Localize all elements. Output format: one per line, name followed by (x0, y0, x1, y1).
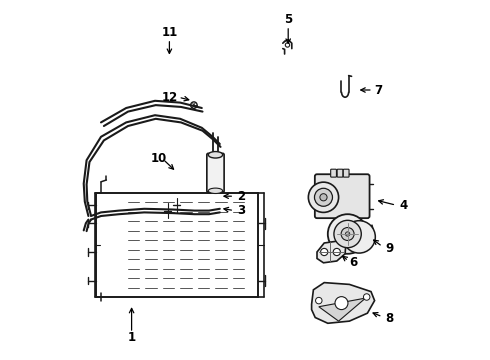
Circle shape (333, 248, 341, 256)
Circle shape (345, 232, 350, 236)
FancyBboxPatch shape (343, 169, 349, 177)
Circle shape (316, 297, 322, 304)
Circle shape (315, 188, 333, 206)
FancyBboxPatch shape (207, 153, 224, 192)
Text: 10: 10 (150, 152, 167, 165)
Text: 7: 7 (374, 84, 382, 96)
Ellipse shape (208, 152, 222, 158)
Text: 5: 5 (284, 13, 293, 26)
Text: 12: 12 (161, 91, 177, 104)
Text: 1: 1 (127, 331, 136, 344)
Text: 3: 3 (237, 204, 245, 217)
FancyBboxPatch shape (337, 169, 343, 177)
Circle shape (334, 220, 361, 248)
Text: 2: 2 (237, 190, 245, 203)
Text: 6: 6 (349, 256, 357, 269)
Circle shape (320, 194, 327, 201)
Circle shape (308, 182, 339, 212)
Text: 8: 8 (385, 312, 393, 325)
FancyBboxPatch shape (331, 169, 337, 177)
Text: 9: 9 (385, 242, 393, 255)
Circle shape (335, 297, 348, 310)
Text: 11: 11 (161, 26, 177, 39)
Polygon shape (317, 241, 346, 263)
Ellipse shape (208, 188, 222, 193)
Circle shape (320, 248, 328, 256)
Circle shape (364, 294, 370, 300)
Polygon shape (319, 298, 366, 321)
Circle shape (341, 228, 354, 240)
FancyBboxPatch shape (315, 174, 369, 218)
Polygon shape (312, 283, 374, 323)
Circle shape (328, 214, 368, 254)
Text: 4: 4 (399, 199, 408, 212)
Circle shape (343, 221, 375, 253)
